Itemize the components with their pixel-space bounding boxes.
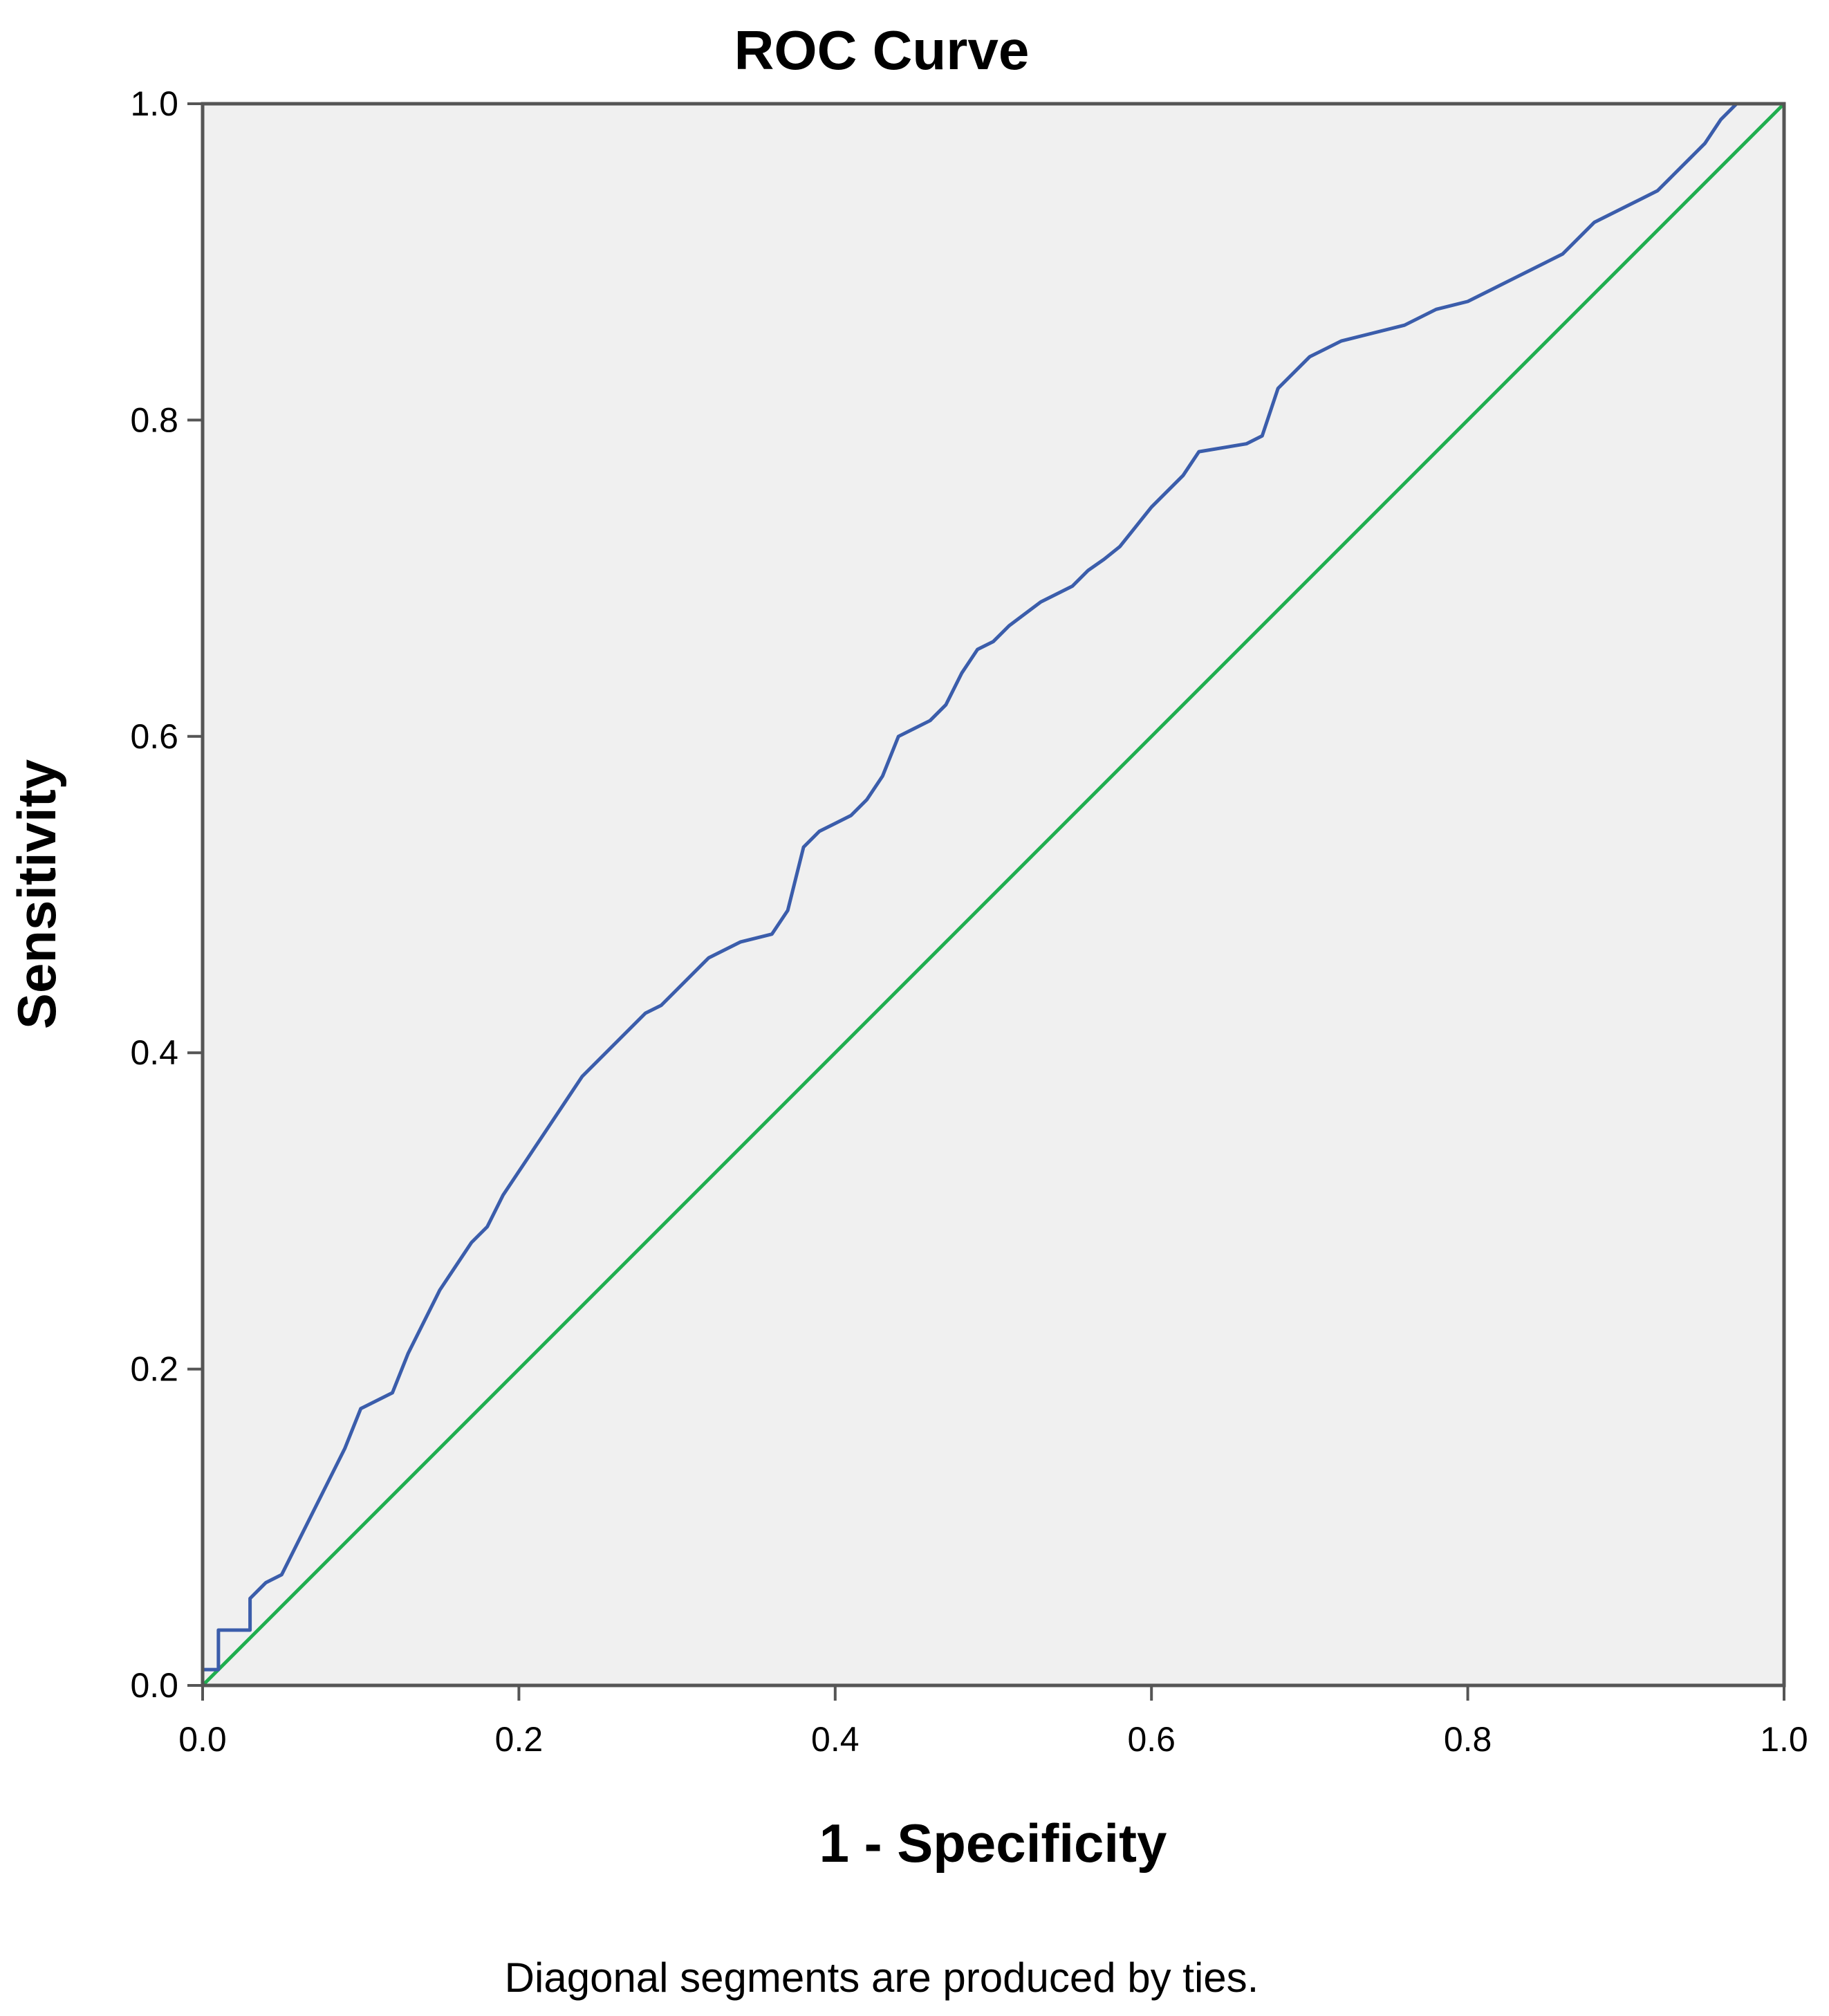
- x-tick-label: 0.2: [495, 1720, 544, 1759]
- x-tick-label: 0.4: [811, 1720, 860, 1759]
- x-tick-label: 0.0: [178, 1720, 227, 1759]
- y-axis-title: Sensitivity: [6, 759, 67, 1029]
- x-tick-label: 1.0: [1760, 1720, 1808, 1759]
- reference-line: [201, 102, 1785, 1687]
- roc-curve-layer: [201, 102, 1784, 1685]
- plot-frame: [201, 102, 1786, 1687]
- y-tick-label: 0.4: [130, 1033, 178, 1072]
- y-tick-label: 0.6: [130, 717, 178, 756]
- x-tick-label: 0.6: [1127, 1720, 1176, 1759]
- y-axis: 0.0 0.2 0.4 0.6 0.8 1.0: [130, 84, 203, 1705]
- chart-footnote: Diagonal segments are produced by ties.: [505, 1954, 1259, 2001]
- y-tick-label: 0.0: [130, 1666, 178, 1705]
- reference-line-layer: [201, 102, 1785, 1687]
- chart-title: ROC Curve: [734, 19, 1030, 81]
- x-tick-label: 0.8: [1444, 1720, 1492, 1759]
- x-axis: 0.0 0.2 0.4 0.6 0.8 1.0: [178, 1685, 1808, 1759]
- roc-curve-line: [201, 102, 1784, 1685]
- y-tick-label: 1.0: [130, 84, 178, 123]
- y-tick-label: 0.8: [130, 400, 178, 439]
- y-tick-label: 0.2: [130, 1350, 178, 1389]
- x-axis-title: 1 - Specificity: [819, 1813, 1167, 1874]
